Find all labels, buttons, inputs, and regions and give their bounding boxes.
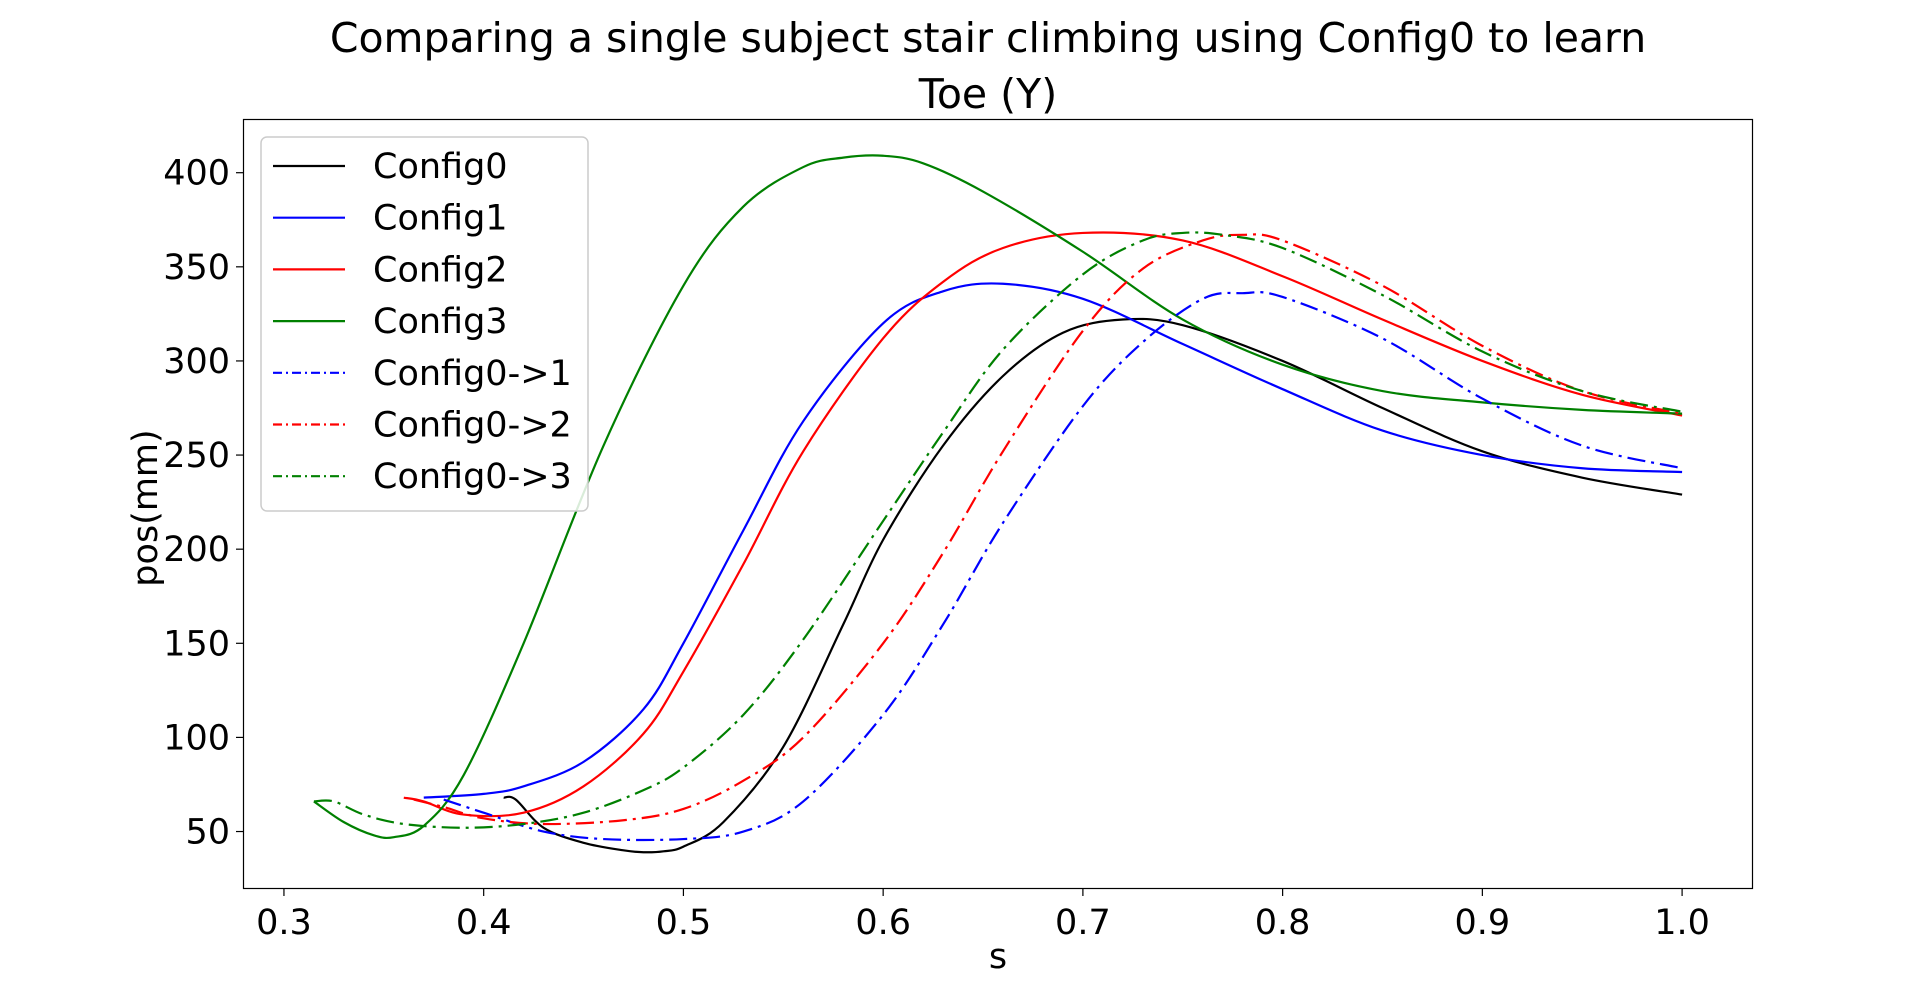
y-tick-label: 400 <box>163 154 230 194</box>
chart-title-line-1: Comparing a single subject stair climbin… <box>330 14 1646 62</box>
x-tick-label: 0.9 <box>1455 903 1511 943</box>
legend-box <box>260 136 589 512</box>
series-line-config0-2 <box>413 233 1683 826</box>
x-tick-label: 0.4 <box>456 903 512 943</box>
y-tick-label: 150 <box>163 624 230 664</box>
series-line-config0 <box>503 317 1683 854</box>
y-axis-label: pos(mm) <box>126 429 166 586</box>
series-line-config0-3 <box>313 231 1683 829</box>
plot-area <box>313 154 1683 854</box>
y-axis: 50 100 150 200 250 300 350 400 <box>163 154 244 853</box>
legend-label: Config0->3 <box>373 457 572 497</box>
series-line-config0-1 <box>443 291 1683 842</box>
y-tick-label: 200 <box>163 530 230 570</box>
plot-frame <box>242 118 1754 890</box>
x-axis: 0.3 0.4 0.5 0.6 0.7 0.8 0.9 1.0 <box>256 888 1710 943</box>
y-tick-label: 250 <box>163 436 230 476</box>
x-tick-label: 0.7 <box>1055 903 1111 943</box>
legend: Config0 Config1 Config2 Config3 Config0->1 Co… <box>260 136 589 512</box>
x-axis-label: s <box>989 937 1007 977</box>
series-line-config1 <box>423 282 1683 799</box>
series-line-config3 <box>313 154 1683 840</box>
x-tick-label: 0.3 <box>256 903 312 943</box>
x-tick-label: 1.0 <box>1654 903 1710 943</box>
y-tick-label: 300 <box>163 342 230 382</box>
legend-label: Config0->2 <box>373 406 572 446</box>
x-tick-label: 0.8 <box>1255 903 1311 943</box>
chart-title-line-2: Toe (Y) <box>918 70 1057 118</box>
legend-label: Config3 <box>373 302 508 342</box>
y-tick-label: 50 <box>185 813 230 853</box>
legend-label: Config1 <box>373 199 508 239</box>
y-tick-label: 100 <box>163 718 230 758</box>
x-tick-label: 0.5 <box>656 903 712 943</box>
series-line-config2 <box>403 231 1683 818</box>
legend-label: Config2 <box>373 250 508 290</box>
x-tick-label: 0.6 <box>855 903 911 943</box>
legend-label: Config0->1 <box>373 354 572 394</box>
y-tick-label: 350 <box>163 248 230 288</box>
legend-label: Config0 <box>373 147 508 187</box>
